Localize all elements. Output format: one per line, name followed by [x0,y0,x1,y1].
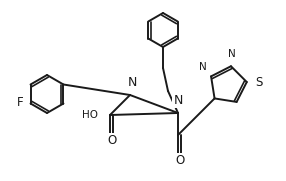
Text: N: N [199,62,207,72]
Text: S: S [255,75,262,89]
Text: O: O [107,134,116,146]
Text: N: N [127,76,137,89]
Text: F: F [17,96,24,109]
Text: N: N [173,94,183,107]
Text: O: O [175,153,184,167]
Text: N: N [228,49,236,59]
Text: HO: HO [82,110,98,120]
